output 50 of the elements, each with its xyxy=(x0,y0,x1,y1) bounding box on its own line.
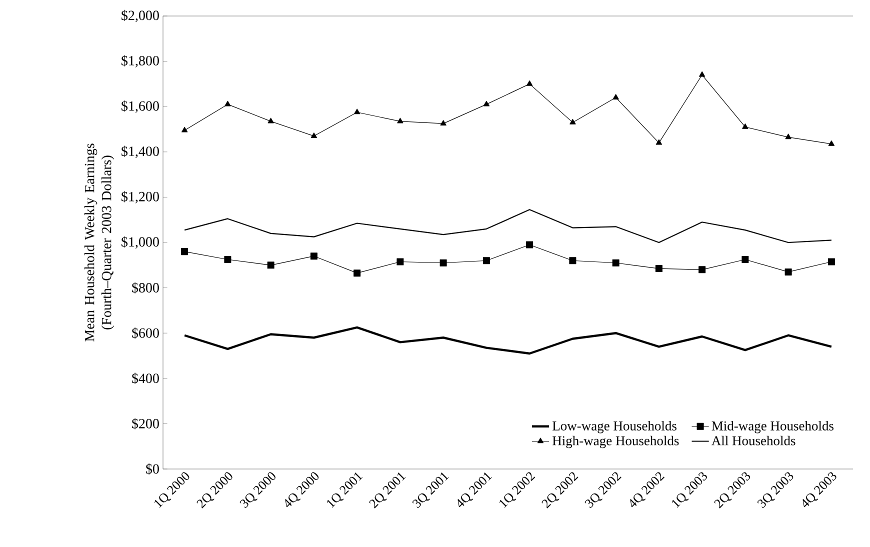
legend-label: Mid-wage Households xyxy=(712,420,834,434)
point xyxy=(784,268,792,276)
y-tick-label: $1,000 xyxy=(122,236,159,249)
point xyxy=(397,118,404,124)
point xyxy=(268,118,274,124)
point xyxy=(656,139,662,145)
y-tick-label: $1,200 xyxy=(122,191,159,204)
point xyxy=(483,100,490,106)
point xyxy=(396,258,404,266)
point xyxy=(440,120,446,126)
point xyxy=(526,241,534,248)
point xyxy=(612,94,619,100)
point xyxy=(224,100,231,106)
point xyxy=(310,132,318,138)
point xyxy=(698,266,706,274)
legend-label: High-wage Households xyxy=(552,436,679,448)
y-tick-label: $2,000 xyxy=(122,10,159,22)
point xyxy=(742,123,748,129)
point xyxy=(482,257,490,264)
point xyxy=(181,248,188,256)
point xyxy=(526,80,533,86)
y-tick-label: $800 xyxy=(132,282,159,294)
point xyxy=(828,140,835,146)
point xyxy=(224,256,232,263)
y-tick-label: $1,400 xyxy=(122,146,159,158)
point xyxy=(267,262,274,269)
y-tick-label: $1,800 xyxy=(122,55,159,68)
point xyxy=(655,265,662,272)
y-tick-label: $600 xyxy=(132,327,159,339)
y-tick-label: $400 xyxy=(132,372,159,384)
y-axis-title: Mean Household Weekly Earnings (Fourth–Quarter 2003 Dollars) xyxy=(84,144,114,342)
point xyxy=(570,118,576,124)
legend-label: All Households xyxy=(712,436,796,446)
point xyxy=(698,71,706,77)
point xyxy=(828,258,835,266)
point xyxy=(354,270,361,277)
point xyxy=(440,259,447,266)
point xyxy=(354,108,360,114)
point xyxy=(785,134,792,140)
point xyxy=(310,252,318,260)
y-tick-label: $200 xyxy=(132,418,159,430)
point xyxy=(181,126,188,132)
point xyxy=(742,256,749,263)
legend-label: Low-wage Households xyxy=(552,420,676,434)
y-tick-label: $1,600 xyxy=(122,100,159,113)
point xyxy=(612,259,620,266)
line-series xyxy=(183,326,833,355)
y-tick-label: $0 xyxy=(146,463,159,475)
point xyxy=(569,257,576,264)
line-series xyxy=(184,209,832,244)
